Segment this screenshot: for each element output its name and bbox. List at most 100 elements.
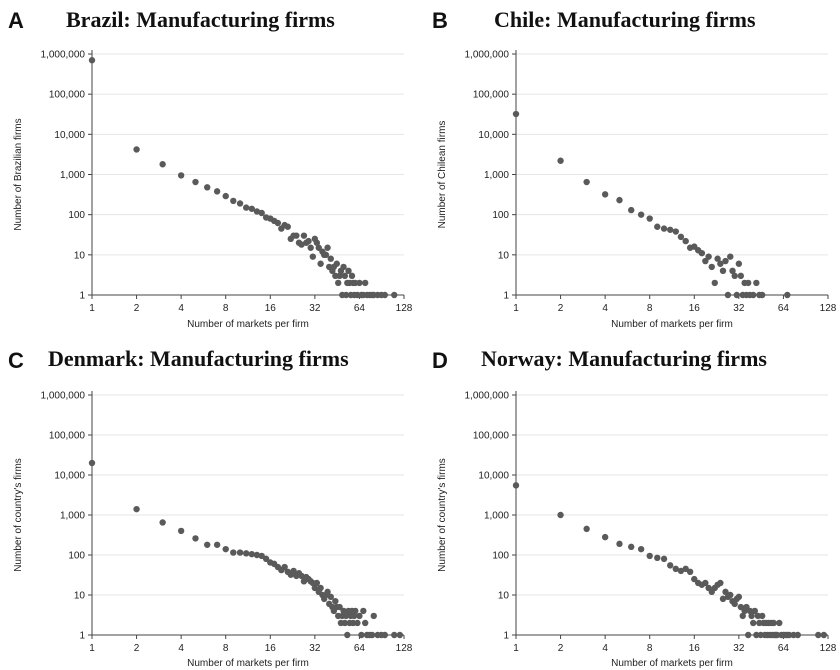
- data-point: [776, 619, 783, 627]
- x-axis-label: Number of markets per firm: [187, 658, 309, 669]
- data-point: [345, 267, 352, 275]
- data-point: [324, 588, 331, 596]
- y-tick-label: 1: [79, 631, 85, 642]
- data-point: [307, 244, 314, 251]
- x-tick-label: 16: [689, 643, 701, 654]
- data-point: [686, 568, 694, 576]
- data-point: [654, 554, 661, 562]
- x-tick-label: 64: [354, 303, 366, 314]
- data-point: [391, 631, 398, 639]
- data-point: [281, 563, 288, 571]
- data-point: [512, 110, 520, 118]
- x-tick-label: 4: [178, 643, 184, 654]
- data-point: [666, 226, 674, 233]
- y-tick-label: 10: [74, 250, 86, 261]
- data-point: [784, 291, 791, 299]
- y-tick-label: 100: [492, 551, 509, 562]
- panel-letter: B: [432, 8, 448, 33]
- chart-title: Chile: Manufacturing firms: [494, 7, 756, 32]
- data-point: [133, 505, 140, 513]
- data-point: [729, 267, 736, 275]
- data-point: [88, 459, 96, 467]
- data-point: [733, 291, 741, 299]
- data-point: [284, 223, 291, 230]
- panel-letter: D: [432, 348, 448, 373]
- y-tick-label: 1: [79, 291, 85, 302]
- panel-d: D Norway: Manufacturing firms 1 10 100 1,000 1…: [432, 346, 837, 669]
- y-tick-label: 1,000,000: [41, 391, 86, 402]
- data-point: [336, 603, 343, 611]
- x-tick-label: 2: [558, 303, 564, 314]
- data-point: [682, 237, 689, 245]
- data-point: [358, 631, 365, 639]
- data-point: [660, 225, 668, 232]
- x-tick-label: 16: [689, 303, 701, 314]
- x-tick-label: 4: [602, 643, 608, 654]
- data-point: [340, 263, 347, 271]
- data-point: [317, 584, 324, 592]
- data-point: [601, 533, 609, 541]
- x-tick-label: 64: [778, 303, 790, 314]
- y-tick-label: 1,000: [60, 170, 85, 181]
- data-point: [334, 279, 342, 287]
- x-tick-label: 2: [134, 303, 140, 314]
- data-point: [356, 279, 363, 287]
- data-point: [222, 545, 229, 553]
- data-point: [305, 237, 312, 245]
- data-point: [258, 209, 265, 217]
- data-point: [348, 272, 356, 280]
- data-point: [628, 543, 635, 551]
- y-tick-label: 1,000,000: [465, 391, 510, 402]
- data-point: [391, 291, 398, 299]
- data-point: [342, 612, 350, 620]
- data-point: [133, 146, 140, 153]
- data-point: [340, 607, 347, 615]
- y-tick-label: 1,000: [484, 170, 509, 181]
- data-point: [248, 205, 255, 212]
- data-point: [719, 267, 727, 275]
- data-point: [702, 579, 709, 587]
- data-point: [660, 555, 668, 563]
- data-point: [192, 178, 199, 186]
- data-point: [213, 188, 221, 195]
- x-tick-label: 128: [396, 643, 413, 654]
- y-tick-label: 10: [498, 250, 510, 261]
- x-tick-label: 1: [513, 303, 519, 314]
- data-point: [88, 57, 96, 64]
- data-point: [748, 612, 755, 620]
- x-tick-label: 64: [778, 643, 790, 654]
- data-point: [731, 272, 738, 280]
- data-point: [646, 552, 653, 560]
- y-axis-label: Number of country's firms: [13, 458, 24, 572]
- data-point: [705, 253, 712, 260]
- data-point: [356, 612, 363, 620]
- data-point: [236, 200, 244, 207]
- y-tick-label: 10: [74, 591, 86, 602]
- x-axis-label: Number of markets per firm: [611, 658, 733, 669]
- data-point: [352, 607, 359, 615]
- data-point: [177, 172, 185, 179]
- data-point: [381, 631, 389, 639]
- data-point: [677, 233, 685, 241]
- data-point: [332, 597, 339, 605]
- data-point: [370, 612, 377, 620]
- y-axis-label: Number of Chilean firms: [437, 121, 448, 229]
- data-point: [313, 579, 321, 587]
- data-point: [737, 272, 745, 280]
- data-point: [708, 263, 715, 271]
- data-point: [628, 206, 635, 214]
- y-tick-label: 100: [68, 551, 85, 562]
- data-point: [300, 232, 308, 239]
- y-tick-label: 10,000: [478, 471, 509, 482]
- data-point: [616, 540, 623, 548]
- data-point: [242, 204, 250, 211]
- data-point: [274, 219, 282, 227]
- data-point: [311, 584, 319, 592]
- data-point: [583, 525, 590, 533]
- x-axis-label: Number of markets per firm: [611, 319, 733, 330]
- data-point: [333, 260, 340, 267]
- panel-letter: A: [8, 8, 24, 33]
- x-tick-label: 128: [820, 643, 837, 654]
- x-tick-label: 2: [134, 643, 140, 654]
- x-tick-label: 8: [223, 303, 229, 314]
